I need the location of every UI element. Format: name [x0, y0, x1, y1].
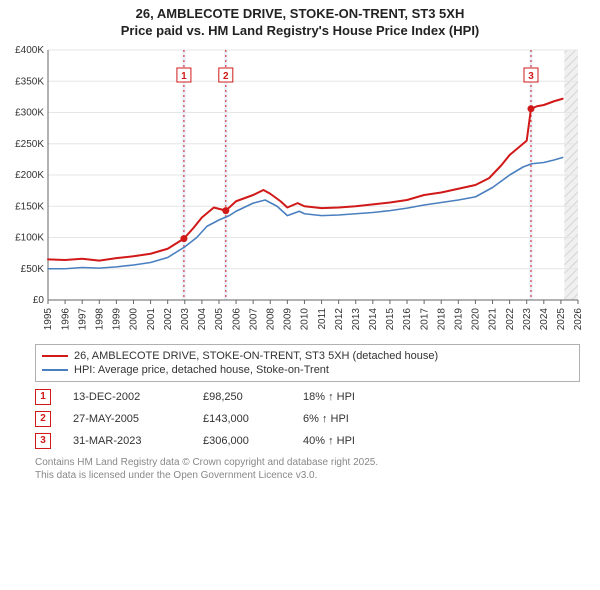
- svg-text:2021: 2021: [488, 307, 499, 330]
- sale-row: 1 13-DEC-2002£98,25018% ↑ HPI: [35, 386, 580, 408]
- sale-diff: 40% ↑ HPI: [303, 435, 423, 447]
- legend-swatch: [42, 355, 68, 357]
- svg-text:£100K: £100K: [15, 232, 44, 243]
- svg-text:2017: 2017: [419, 307, 430, 330]
- svg-text:2015: 2015: [385, 307, 396, 330]
- sale-marker: 2: [35, 411, 51, 427]
- legend-item: HPI: Average price, detached house, Stok…: [42, 363, 573, 377]
- sale-row: 3 31-MAR-2023£306,00040% ↑ HPI: [35, 430, 580, 452]
- sale-diff: 6% ↑ HPI: [303, 413, 423, 425]
- legend-label: HPI: Average price, detached house, Stok…: [74, 364, 329, 376]
- svg-text:2009: 2009: [283, 307, 294, 330]
- svg-text:2013: 2013: [351, 307, 362, 330]
- sales-table: 1 13-DEC-2002£98,25018% ↑ HPI 2 27-MAY-2005…: [35, 386, 580, 452]
- legend-label: 26, AMBLECOTE DRIVE, STOKE-ON-TRENT, ST3…: [74, 350, 438, 362]
- svg-text:£300K: £300K: [15, 107, 44, 118]
- svg-text:1995: 1995: [43, 307, 54, 330]
- svg-text:2026: 2026: [573, 307, 584, 330]
- title-line-2: Price paid vs. HM Land Registry's House …: [121, 23, 480, 38]
- sale-date: 13-DEC-2002: [73, 391, 203, 403]
- svg-text:2023: 2023: [522, 307, 533, 330]
- svg-text:2010: 2010: [300, 307, 311, 330]
- legend-swatch: [42, 369, 68, 371]
- svg-text:2025: 2025: [556, 307, 567, 330]
- svg-text:2008: 2008: [265, 307, 276, 330]
- svg-text:2014: 2014: [368, 307, 379, 330]
- svg-text:1997: 1997: [77, 307, 88, 330]
- sale-date: 31-MAR-2023: [73, 435, 203, 447]
- sale-marker: 3: [35, 433, 51, 449]
- svg-text:1998: 1998: [94, 307, 105, 330]
- sale-price: £98,250: [203, 391, 303, 403]
- sale-price: £143,000: [203, 413, 303, 425]
- svg-text:2: 2: [223, 71, 229, 82]
- sale-marker: 1: [35, 389, 51, 405]
- legend: 26, AMBLECOTE DRIVE, STOKE-ON-TRENT, ST3…: [35, 344, 580, 382]
- chart-area: £0 £50K £100K £150K £200K £250K £300K £350K £400…: [6, 42, 594, 340]
- svg-text:£400K: £400K: [15, 45, 44, 56]
- svg-text:1: 1: [181, 71, 187, 82]
- svg-text:£250K: £250K: [15, 139, 44, 150]
- svg-text:£0: £0: [33, 295, 45, 306]
- sale-row: 2 27-MAY-2005£143,0006% ↑ HPI: [35, 408, 580, 430]
- svg-text:2007: 2007: [248, 307, 259, 330]
- footer-attribution: Contains HM Land Registry data © Crown c…: [35, 456, 580, 482]
- sale-price: £306,000: [203, 435, 303, 447]
- legend-item: 26, AMBLECOTE DRIVE, STOKE-ON-TRENT, ST3…: [42, 349, 573, 363]
- svg-text:1999: 1999: [112, 307, 123, 330]
- svg-text:2005: 2005: [214, 307, 225, 330]
- chart-svg: £0 £50K £100K £150K £200K £250K £300K £350K £400…: [6, 42, 594, 340]
- svg-text:1996: 1996: [60, 307, 71, 330]
- svg-text:£150K: £150K: [15, 201, 44, 212]
- svg-text:£350K: £350K: [15, 76, 44, 87]
- svg-text:3: 3: [528, 71, 534, 82]
- chart-title: 26, AMBLECOTE DRIVE, STOKE-ON-TRENT, ST3…: [0, 0, 600, 42]
- svg-text:2018: 2018: [436, 307, 447, 330]
- svg-text:2022: 2022: [505, 307, 516, 330]
- svg-text:2019: 2019: [454, 307, 465, 330]
- svg-text:£200K: £200K: [15, 170, 44, 181]
- sale-date: 27-MAY-2005: [73, 413, 203, 425]
- svg-text:2002: 2002: [163, 307, 174, 330]
- footer-line-2: This data is licensed under the Open Gov…: [35, 470, 317, 481]
- svg-text:2006: 2006: [231, 307, 242, 330]
- svg-text:2024: 2024: [539, 307, 550, 330]
- svg-text:£50K: £50K: [21, 264, 45, 275]
- footer-line-1: Contains HM Land Registry data © Crown c…: [35, 457, 378, 468]
- svg-text:2020: 2020: [471, 307, 482, 330]
- svg-text:2004: 2004: [197, 307, 208, 330]
- svg-text:2016: 2016: [402, 307, 413, 330]
- svg-text:2011: 2011: [317, 307, 328, 329]
- svg-text:2012: 2012: [334, 307, 345, 330]
- title-line-1: 26, AMBLECOTE DRIVE, STOKE-ON-TRENT, ST3…: [136, 6, 465, 21]
- svg-text:2003: 2003: [180, 307, 191, 330]
- svg-text:2001: 2001: [146, 307, 157, 330]
- svg-text:2000: 2000: [129, 307, 140, 330]
- sale-diff: 18% ↑ HPI: [303, 391, 423, 403]
